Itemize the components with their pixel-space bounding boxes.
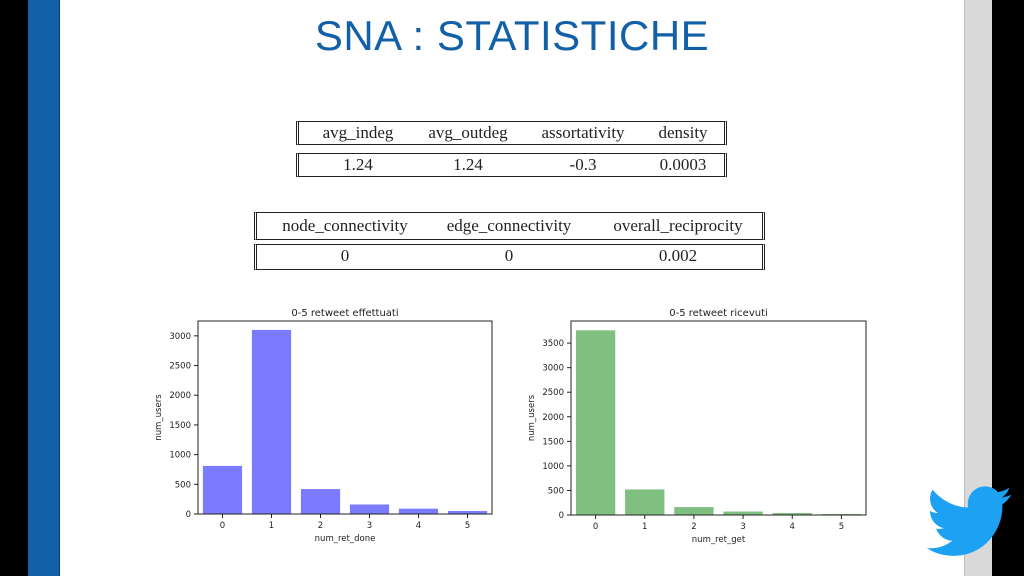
chart-ylabel: num_users [527,394,537,441]
frame-right-scrollbar [964,0,992,576]
chart-bar [202,465,243,514]
y-tick-label: 1500 [542,437,564,447]
x-tick-label: 3 [740,522,745,532]
y-tick-label: 500 [175,480,191,490]
stats-table-degree: avg_indeg avg_outdeg assortativity densi… [296,121,727,179]
table-value-row: 1.24 1.24 -0.3 0.0003 [296,153,727,177]
chart-xlabel: num_ret_get [692,535,746,545]
y-tick-label: 1000 [169,451,191,461]
x-tick-label: 0 [220,521,225,531]
x-tick-label: 4 [416,521,421,531]
table-value-cell: 0 [340,246,350,265]
table-header-cell: assortativity [541,123,625,142]
x-tick-label: 0 [593,522,598,532]
chart-bar [674,507,714,515]
table-header-cell: node_connectivity [282,216,408,235]
table-header-cell: density [658,123,708,142]
table-value-cell: 0.0003 [659,155,707,174]
table-header-row: node_connectivity edge_connectivity over… [254,212,765,240]
stats-table-connectivity: node_connectivity edge_connectivity over… [254,212,765,270]
chart-title: 0-5 retweet ricevuti [669,308,768,319]
x-tick-label: 2 [691,522,696,532]
y-tick-label: 0 [559,511,564,521]
y-tick-label: 1000 [542,462,564,472]
x-tick-label: 1 [642,522,647,532]
table-header-cell: avg_outdeg [428,123,508,142]
frame-left-edge [59,0,60,576]
y-tick-label: 2000 [542,413,564,423]
chart-axes-frame [570,320,867,516]
frame-left-accent [28,0,59,576]
frame-left-black [0,0,28,576]
x-tick-label: 5 [465,521,470,531]
chart-ylabel: num_users [154,394,164,441]
table-value-cell: 0 [504,246,514,265]
chart-bar [723,511,763,515]
table-value-cell: 0.002 [658,246,698,265]
chart-title: 0-5 retweet effettuati [291,308,398,319]
table-value-row: 0 0 0.002 [254,244,765,270]
chart-bar [398,508,439,514]
y-tick-label: 2500 [542,388,564,398]
chart-bar [625,489,665,515]
y-tick-label: 2000 [169,391,191,401]
x-tick-label: 2 [318,521,323,531]
chart-bar [349,504,390,514]
y-tick-label: 500 [548,486,564,496]
frame-right-black [992,0,1024,576]
chart-bar [251,329,292,514]
chart-bar [575,330,616,515]
table-value-cell: -0.3 [569,155,597,174]
table-header-cell: avg_indeg [322,123,394,142]
y-tick-label: 1500 [169,421,191,431]
table-value-cell: 1.24 [343,155,373,174]
y-tick-label: 3500 [542,339,564,349]
twitter-bird-icon [926,486,1012,556]
table-header-row: avg_indeg avg_outdeg assortativity densi… [296,121,727,145]
y-tick-label: 3000 [169,332,191,342]
y-tick-label: 2500 [169,362,191,372]
chart-axes-frame [197,320,493,515]
slide-title: SNA : STATISTICHE [314,12,710,59]
table-value-cell: 1.24 [453,155,483,174]
y-tick-label: 3000 [542,364,564,374]
y-tick-label: 0 [186,510,191,520]
chart-xlabel: num_ret_done [315,534,376,544]
chart-bar [772,513,812,515]
chart-bar [300,489,341,514]
x-tick-label: 3 [367,521,372,531]
x-tick-label: 4 [790,522,795,532]
table-header-cell: edge_connectivity [446,216,572,235]
table-header-cell: overall_reciprocity [613,216,743,235]
x-tick-label: 5 [839,522,844,532]
x-tick-label: 1 [269,521,274,531]
chart-bar [447,511,488,514]
